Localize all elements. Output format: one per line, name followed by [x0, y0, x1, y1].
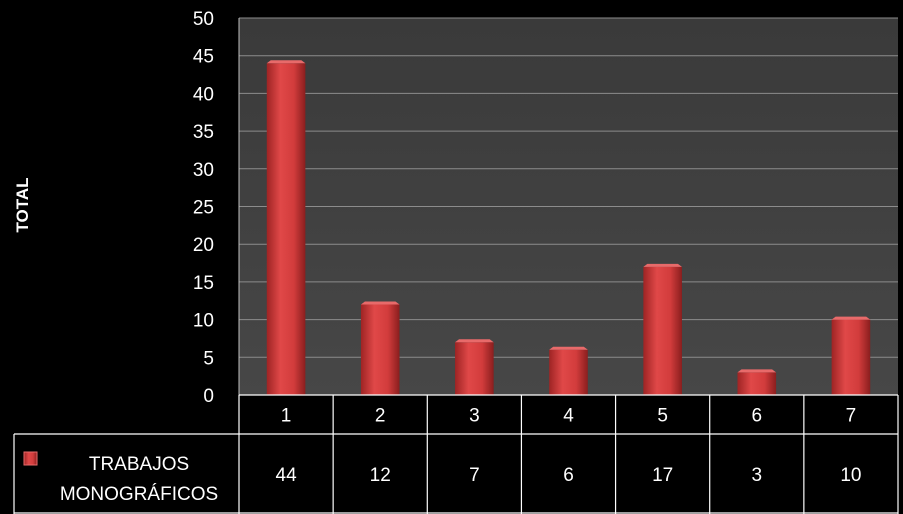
y-tick-label: 45	[193, 47, 214, 68]
category-label: 4	[563, 406, 574, 427]
y-tick-label: 35	[193, 122, 214, 143]
legend-key	[23, 451, 38, 466]
data-label: 10	[840, 465, 861, 486]
category-label: 2	[375, 406, 386, 427]
category-label: 6	[751, 406, 762, 427]
category-label: 3	[469, 406, 480, 427]
data-label: 3	[751, 465, 762, 486]
y-tick-label: 20	[193, 235, 214, 256]
bar-top	[455, 339, 494, 343]
y-tick-label: 10	[193, 311, 214, 332]
bar	[455, 342, 494, 395]
bar-top	[643, 263, 682, 267]
data-label: 6	[563, 465, 574, 486]
bar	[549, 349, 588, 395]
legend-series-name: TRABAJOS MONOGRÁFICOS	[60, 454, 218, 505]
y-tick-label: 0	[203, 386, 214, 407]
bar-top	[266, 60, 306, 64]
bar	[643, 266, 682, 395]
bars	[266, 60, 871, 396]
legend-series-name-line: TRABAJOS	[89, 454, 189, 475]
category-label: 5	[657, 406, 668, 427]
y-axis-ticks: 0 5 10 15 20 25 30 35 40 45 50	[193, 9, 214, 407]
bar-top	[831, 316, 871, 320]
legend-series-name-line: MONOGRÁFICOS	[60, 484, 218, 505]
category-label: 1	[281, 406, 292, 427]
bar-top	[737, 369, 777, 373]
y-tick-label: 50	[193, 9, 214, 30]
y-axis-label: TOTAL	[13, 177, 32, 232]
bar	[831, 319, 871, 395]
gridlines	[238, 17, 898, 395]
bar-top	[360, 301, 400, 305]
y-tick-label: 25	[193, 198, 214, 219]
bar-top	[549, 346, 588, 350]
y-tick-label: 30	[193, 160, 214, 181]
bar	[737, 372, 777, 395]
bar	[266, 63, 306, 396]
data-label: 7	[469, 465, 480, 486]
data-label: 44	[276, 465, 298, 486]
y-tick-label: 5	[203, 348, 214, 369]
data-label: 12	[370, 465, 391, 486]
data-label: 17	[652, 465, 673, 486]
category-label: 7	[846, 406, 857, 427]
y-tick-label: 40	[193, 84, 214, 105]
y-tick-label: 15	[193, 273, 214, 294]
bar	[360, 304, 400, 395]
